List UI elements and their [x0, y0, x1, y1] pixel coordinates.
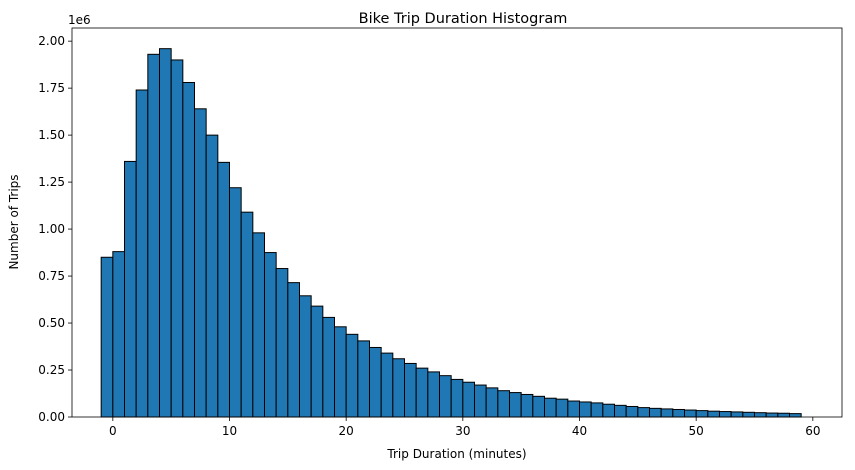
x-axis-ticks: 0 10 20 30 40 50 60 [109, 417, 820, 438]
histogram-bar [695, 410, 709, 418]
histogram-bar [287, 282, 301, 418]
histogram-bar [240, 211, 254, 418]
histogram-bar [404, 362, 417, 418]
histogram-bar [579, 401, 592, 418]
histogram-bar [322, 316, 336, 418]
histogram-bar [217, 161, 230, 418]
histogram-bar [205, 134, 219, 418]
histogram-bar [170, 59, 184, 418]
histogram-bar [509, 392, 522, 418]
histogram-bar [135, 89, 149, 418]
histogram-bar [345, 333, 359, 418]
histogram-bar [730, 411, 744, 418]
histogram-bar [532, 395, 545, 418]
x-tick-label: 30 [455, 424, 470, 438]
histogram-bar [334, 326, 347, 418]
histogram-bar [462, 381, 476, 418]
y-tick-label: 0.00 [38, 410, 65, 424]
histogram-bar [765, 412, 779, 418]
histogram-bar [544, 397, 557, 418]
histogram-bar [660, 408, 674, 418]
y-tick-label: 1.25 [38, 175, 65, 189]
histogram-bar [310, 305, 324, 418]
histogram-bar [497, 390, 511, 418]
x-axis-label: Trip Duration (minutes) [386, 447, 526, 461]
histogram-bar [439, 375, 452, 418]
y-tick-label: 0.75 [38, 269, 65, 283]
histogram-bar [485, 387, 499, 418]
histogram-bar [369, 346, 382, 418]
chart-title: Bike Trip Duration Histogram [359, 11, 568, 27]
histogram-bar [684, 409, 697, 418]
histogram-bar [742, 411, 755, 418]
histogram-bar [112, 251, 126, 418]
y-tick-label: 1.50 [38, 128, 65, 142]
x-tick-label: 40 [572, 424, 587, 438]
histogram-bar [555, 398, 569, 418]
histogram-bar [637, 407, 650, 418]
histogram-bar [182, 81, 195, 418]
x-tick-label: 0 [109, 424, 117, 438]
y-tick-label: 1.00 [38, 222, 65, 236]
histogram-bar [427, 371, 441, 418]
histogram-bar [789, 413, 802, 418]
histogram-bar [299, 295, 312, 418]
histogram-bar [252, 232, 265, 418]
histogram-bar [124, 160, 137, 418]
histogram-bar [614, 404, 627, 418]
y-tick-label: 0.50 [38, 316, 65, 330]
histogram-bar [357, 340, 371, 418]
y-axis-label: Number of Trips [7, 174, 21, 269]
histogram-bar [672, 408, 685, 418]
histogram-bar [719, 411, 732, 418]
bars-group [100, 48, 802, 418]
y-tick-label: 2.00 [38, 34, 65, 48]
histogram-bar [520, 393, 534, 418]
x-tick-label: 60 [805, 424, 820, 438]
y-offset-label: 1e6 [68, 13, 91, 27]
histogram-bar [649, 407, 662, 418]
x-tick-label: 20 [339, 424, 354, 438]
histogram-bar [147, 53, 160, 418]
histogram-bar [777, 412, 790, 418]
histogram-bar [707, 410, 720, 418]
histogram-bar [567, 400, 580, 418]
histogram-bar [159, 48, 172, 418]
histogram-bar [415, 367, 429, 418]
histogram-bar [392, 358, 406, 418]
y-tick-label: 1.75 [38, 81, 65, 95]
histogram-bar [590, 402, 604, 418]
histogram-bar [194, 108, 207, 418]
histogram-bar [450, 378, 464, 418]
histogram-bar [264, 252, 277, 418]
histogram-bar [625, 405, 639, 418]
histogram-bar [380, 352, 394, 418]
x-tick-label: 50 [689, 424, 704, 438]
histogram-bar [602, 403, 615, 418]
histogram-bar [229, 187, 242, 418]
plot-frame [71, 27, 843, 418]
histogram-bar [100, 256, 114, 418]
y-axis-ticks: 0.00 0.25 0.50 0.75 1.00 1.25 1.50 1.75 2.00 [38, 34, 72, 424]
histogram-bar [275, 268, 289, 418]
x-tick-label: 10 [222, 424, 237, 438]
histogram-bar [754, 412, 767, 418]
histogram-bar [474, 384, 487, 418]
y-tick-label: 0.25 [38, 363, 65, 377]
